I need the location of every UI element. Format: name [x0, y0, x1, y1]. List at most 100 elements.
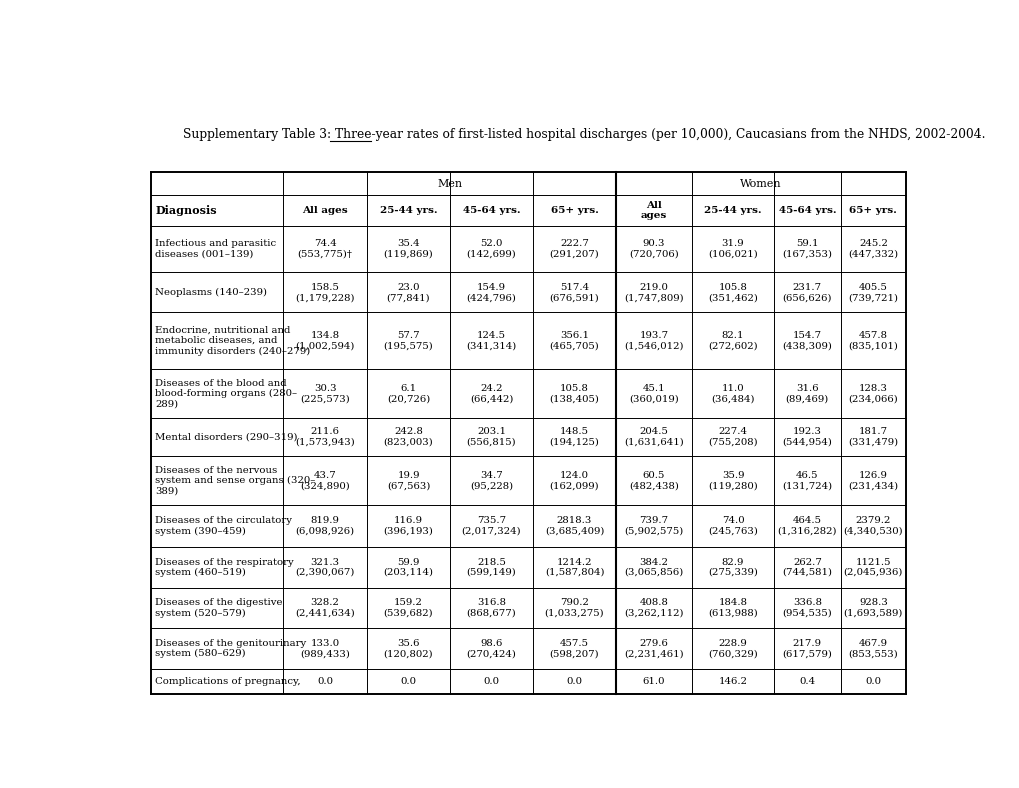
Text: 134.8
(1,002,594): 134.8 (1,002,594) [296, 331, 355, 351]
Text: 98.6
(270,424): 98.6 (270,424) [466, 639, 516, 658]
Text: Women: Women [740, 179, 782, 189]
Text: 35.9
(119,280): 35.9 (119,280) [707, 470, 757, 490]
Text: 25-44 yrs.: 25-44 yrs. [379, 206, 437, 215]
Text: Diseases of the respiratory
system (460–519): Diseases of the respiratory system (460–… [155, 558, 293, 577]
Text: 192.3
(544,954): 192.3 (544,954) [782, 427, 832, 447]
Text: 0.0: 0.0 [317, 677, 333, 686]
Text: 231.7
(656,626): 231.7 (656,626) [782, 283, 832, 302]
Text: 227.4
(755,208): 227.4 (755,208) [707, 427, 757, 447]
Text: 31.6
(89,469): 31.6 (89,469) [785, 384, 828, 403]
Text: 105.8
(351,462): 105.8 (351,462) [707, 283, 757, 302]
Text: Diseases of the digestive
system (520–579): Diseases of the digestive system (520–57… [155, 598, 282, 618]
Text: 82.9
(275,339): 82.9 (275,339) [707, 558, 757, 577]
Text: 217.9
(617,579): 217.9 (617,579) [782, 639, 832, 658]
Text: 457.5
(598,207): 457.5 (598,207) [549, 639, 599, 658]
Text: 203.1
(556,815): 203.1 (556,815) [467, 427, 516, 447]
Text: 90.3
(720,706): 90.3 (720,706) [629, 240, 679, 258]
Text: 148.5
(194,125): 148.5 (194,125) [549, 427, 599, 447]
Text: 154.7
(438,309): 154.7 (438,309) [782, 331, 832, 351]
Text: 0.0: 0.0 [400, 677, 416, 686]
Text: 124.0
(162,099): 124.0 (162,099) [549, 470, 599, 490]
Text: Endocrine, nutritional and
metabolic diseases, and
immunity disorders (240–279): Endocrine, nutritional and metabolic dis… [155, 325, 310, 355]
Text: 159.2
(539,682): 159.2 (539,682) [383, 598, 433, 618]
Text: 60.5
(482,438): 60.5 (482,438) [629, 470, 679, 490]
Text: 43.7
(324,890): 43.7 (324,890) [300, 470, 350, 490]
Text: 328.2
(2,441,634): 328.2 (2,441,634) [294, 598, 355, 618]
Text: 57.7
(195,575): 57.7 (195,575) [383, 331, 433, 351]
Text: 23.0
(77,841): 23.0 (77,841) [386, 283, 430, 302]
Text: 61.0: 61.0 [642, 677, 664, 686]
Text: 321.3
(2,390,067): 321.3 (2,390,067) [296, 558, 355, 577]
Text: 74.0
(245,763): 74.0 (245,763) [707, 516, 757, 536]
Text: 242.8
(823,003): 242.8 (823,003) [383, 427, 433, 447]
Text: 126.9
(231,434): 126.9 (231,434) [848, 470, 898, 490]
Text: 45-64 yrs.: 45-64 yrs. [463, 206, 520, 215]
Text: 45.1
(360,019): 45.1 (360,019) [629, 384, 679, 403]
Text: 1214.2
(1,587,804): 1214.2 (1,587,804) [544, 558, 603, 577]
Text: 24.2
(66,442): 24.2 (66,442) [470, 384, 513, 403]
Text: 356.1
(465,705): 356.1 (465,705) [549, 331, 599, 351]
Text: 65+ yrs.: 65+ yrs. [550, 206, 598, 215]
Text: 128.3
(234,066): 128.3 (234,066) [848, 384, 898, 403]
Text: 74.4
(553,775)†: 74.4 (553,775)† [298, 240, 353, 258]
Text: 218.5
(599,149): 218.5 (599,149) [467, 558, 516, 577]
Text: 464.5
(1,316,282): 464.5 (1,316,282) [776, 516, 837, 536]
Text: 6.1
(20,726): 6.1 (20,726) [386, 384, 430, 403]
Text: 193.7
(1,546,012): 193.7 (1,546,012) [624, 331, 683, 351]
Text: 405.5
(739,721): 405.5 (739,721) [848, 283, 898, 302]
Text: 228.9
(760,329): 228.9 (760,329) [707, 639, 757, 658]
Text: 408.8
(3,262,112): 408.8 (3,262,112) [624, 598, 683, 618]
Text: Diseases of the circulatory
system (390–459): Diseases of the circulatory system (390–… [155, 516, 291, 536]
Text: 245.2
(447,332): 245.2 (447,332) [848, 240, 898, 258]
Text: 336.8
(954,535): 336.8 (954,535) [782, 598, 832, 618]
Text: All
ages: All ages [640, 201, 666, 220]
Bar [151, 173, 905, 694]
Text: 35.6
(120,802): 35.6 (120,802) [383, 639, 433, 658]
Text: 262.7
(744,581): 262.7 (744,581) [782, 558, 832, 577]
Text: 82.1
(272,602): 82.1 (272,602) [707, 331, 757, 351]
Text: 819.9
(6,098,926): 819.9 (6,098,926) [296, 516, 355, 536]
Text: Diseases of the nervous
system and sense organs (320–
389): Diseases of the nervous system and sense… [155, 466, 315, 496]
Text: 34.7
(95,228): 34.7 (95,228) [470, 470, 513, 490]
Text: 52.0
(142,699): 52.0 (142,699) [467, 240, 516, 258]
Text: 25-44 yrs.: 25-44 yrs. [703, 206, 761, 215]
Text: Infectious and parasitic
diseases (001–139): Infectious and parasitic diseases (001–1… [155, 240, 276, 258]
Text: 2379.2
(4,340,530): 2379.2 (4,340,530) [843, 516, 902, 536]
Text: 1121.5
(2,045,936): 1121.5 (2,045,936) [843, 558, 902, 577]
Text: 35.4
(119,869): 35.4 (119,869) [383, 240, 433, 258]
Text: 211.6
(1,573,943): 211.6 (1,573,943) [294, 427, 355, 447]
Text: Supplementary Table 3: Three-year rates of first-listed hospital discharges (per: Supplementary Table 3: Three-year rates … [182, 128, 984, 141]
Text: 0.0: 0.0 [483, 677, 499, 686]
Text: 46.5
(131,724): 46.5 (131,724) [782, 470, 832, 490]
Text: Complications of pregnancy,: Complications of pregnancy, [155, 677, 301, 686]
Text: 65+ yrs.: 65+ yrs. [849, 206, 897, 215]
Text: 457.8
(835,101): 457.8 (835,101) [848, 331, 898, 351]
Text: 0.0: 0.0 [864, 677, 880, 686]
Text: 19.9
(67,563): 19.9 (67,563) [386, 470, 430, 490]
Text: 222.7
(291,207): 222.7 (291,207) [549, 240, 599, 258]
Text: 739.7
(5,902,575): 739.7 (5,902,575) [624, 516, 683, 536]
Text: Men: Men [436, 179, 462, 189]
Text: 154.9
(424,796): 154.9 (424,796) [466, 283, 516, 302]
Text: Mental disorders (290–319): Mental disorders (290–319) [155, 433, 298, 441]
Text: 45-64 yrs.: 45-64 yrs. [777, 206, 836, 215]
Text: 59.1
(167,353): 59.1 (167,353) [782, 240, 832, 258]
Text: 116.9
(396,193): 116.9 (396,193) [383, 516, 433, 536]
Text: 279.6
(2,231,461): 279.6 (2,231,461) [624, 639, 683, 658]
Text: 0.4: 0.4 [799, 677, 814, 686]
Text: 735.7
(2,017,324): 735.7 (2,017,324) [462, 516, 521, 536]
Text: All ages: All ages [302, 206, 347, 215]
Text: 146.2: 146.2 [717, 677, 747, 686]
Text: 31.9
(106,021): 31.9 (106,021) [707, 240, 757, 258]
Text: 467.9
(853,553): 467.9 (853,553) [848, 639, 898, 658]
Text: 158.5
(1,179,228): 158.5 (1,179,228) [296, 283, 355, 302]
Text: Diagnosis: Diagnosis [155, 205, 217, 216]
Text: 790.2
(1,033,275): 790.2 (1,033,275) [544, 598, 603, 618]
Text: 219.0
(1,747,809): 219.0 (1,747,809) [624, 283, 683, 302]
Text: 204.5
(1,631,641): 204.5 (1,631,641) [624, 427, 683, 447]
Text: 11.0
(36,484): 11.0 (36,484) [710, 384, 754, 403]
Text: 2818.3
(3,685,409): 2818.3 (3,685,409) [544, 516, 603, 536]
Text: 59.9
(203,114): 59.9 (203,114) [383, 558, 433, 577]
Text: Diseases of the blood and
blood-forming organs (280–
289): Diseases of the blood and blood-forming … [155, 379, 297, 409]
Text: 928.3
(1,693,589): 928.3 (1,693,589) [843, 598, 902, 618]
